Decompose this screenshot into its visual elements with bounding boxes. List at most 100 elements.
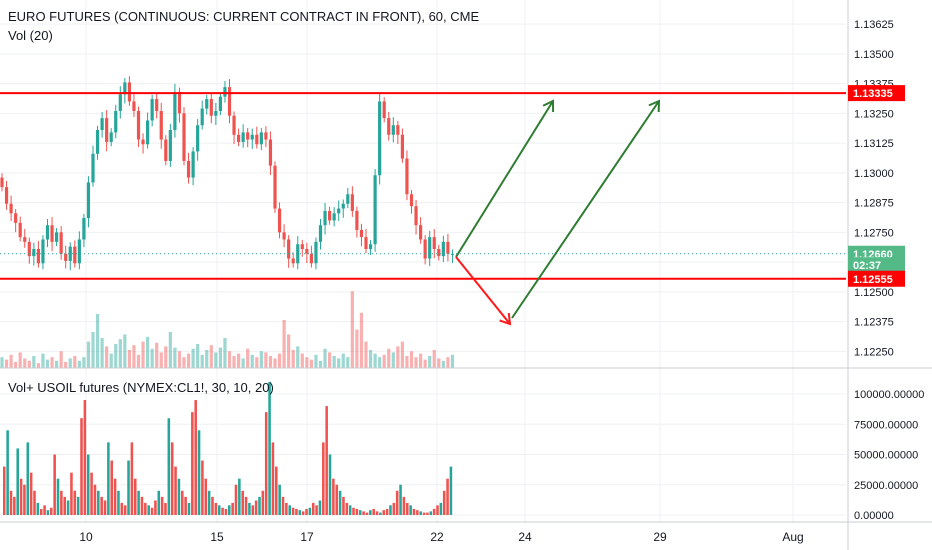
oil-volume-bar: [53, 454, 56, 515]
oil-volume-bar: [56, 478, 60, 515]
volume-bar: [332, 356, 336, 368]
volume-bar: [155, 342, 159, 368]
volume-bar: [382, 354, 386, 368]
x-tick-29: 29: [653, 530, 667, 544]
oil-volume-bar: [26, 442, 30, 515]
candle: [173, 83, 177, 138]
price-tick-label: 1.13250: [854, 108, 894, 120]
oil-volume-bar: [395, 490, 399, 515]
oil-volume-bars: [3, 381, 453, 515]
volume-bar: [41, 353, 45, 368]
oil-volume-bar: [19, 478, 23, 515]
candle-body: [409, 194, 414, 207]
candle: [405, 150, 409, 201]
volume-bar: [255, 357, 259, 368]
volume-bar: [114, 344, 118, 368]
candle: [428, 230, 432, 267]
candle-body: [45, 225, 50, 240]
candle-body: [400, 134, 404, 159]
oil-volume-bar: [426, 512, 429, 515]
candle: [409, 189, 414, 214]
volume-bar: [146, 336, 150, 368]
candle: [264, 126, 268, 148]
candle: [159, 102, 163, 149]
volume-bar: [227, 351, 232, 368]
candle: [218, 92, 222, 116]
candle-body: [255, 134, 259, 145]
candle-body: [246, 132, 250, 140]
candle: [182, 107, 186, 166]
oil-volume-bar: [278, 484, 281, 515]
volume-bar: [414, 357, 418, 368]
price-tick-label: 1.13625: [854, 19, 894, 31]
down-arrow-head: [499, 312, 512, 326]
candle-body: [432, 237, 436, 249]
candle-body: [423, 239, 427, 259]
volume-bar: [368, 350, 373, 368]
oil-volume-bar: [412, 508, 416, 515]
volume-bar: [323, 348, 327, 368]
candle-body: [173, 91, 177, 130]
candle: [0, 173, 4, 192]
candle: [250, 128, 254, 149]
volume-bar: [164, 346, 168, 368]
candle-body: [182, 113, 186, 161]
candle: [73, 240, 77, 268]
candle-body: [259, 132, 263, 145]
oil-volume-bar: [389, 505, 392, 515]
down-arrow: [455, 256, 512, 326]
oil-volume-bar: [137, 490, 140, 515]
oil-volume-bar: [100, 496, 103, 515]
oil-volume-bar: [234, 484, 238, 515]
volume-bar: [14, 362, 18, 368]
oil-volume-bar: [76, 496, 80, 515]
candle: [305, 242, 309, 264]
volume-bar: [296, 346, 300, 368]
volume-bar: [55, 360, 59, 368]
oil-volume-bar: [432, 508, 436, 515]
volume-bar: [291, 350, 295, 368]
candle: [277, 202, 282, 239]
candle-body: [73, 246, 77, 264]
candle: [45, 219, 50, 248]
candle-body: [223, 87, 227, 97]
candle: [114, 104, 118, 139]
oil-volume-bar: [184, 496, 187, 515]
candle: [355, 206, 359, 238]
oil-volume-bar: [110, 460, 114, 515]
oil-volume-bar: [436, 505, 439, 515]
candle-body: [287, 239, 291, 259]
volume-bar: [100, 338, 104, 368]
candle: [127, 76, 131, 106]
candle-body: [323, 210, 327, 226]
volume-bar: [423, 359, 427, 368]
candle: [450, 249, 455, 264]
volume-bar: [150, 348, 154, 368]
oil-volume-bar: [150, 507, 154, 515]
volume-tick-label: 25000.00000: [854, 480, 918, 492]
x-tick-17: 17: [300, 530, 314, 544]
oil-volume-bar: [16, 448, 19, 515]
candle-body: [23, 237, 27, 242]
candle-body: [382, 101, 386, 119]
candle-body: [141, 139, 145, 145]
candle-body: [273, 165, 277, 209]
candle-body: [277, 208, 282, 233]
volume-bar: [450, 354, 455, 368]
candle-body: [414, 206, 418, 226]
candle: [164, 135, 168, 166]
volume-bar: [350, 291, 354, 368]
oil-volume-bar: [46, 510, 50, 515]
up-arrow-near: [455, 99, 555, 258]
volume-bar: [182, 357, 186, 368]
candle-body: [146, 120, 150, 145]
volume-indicator-label: Vol (20): [8, 28, 53, 43]
candle-body: [268, 139, 273, 166]
oil-volume-bar: [439, 502, 443, 515]
oil-volume-bar: [332, 478, 335, 515]
volume-bar: [77, 360, 81, 368]
candle: [259, 128, 263, 151]
volume-bar: [277, 353, 282, 368]
candle-body: [55, 232, 59, 242]
